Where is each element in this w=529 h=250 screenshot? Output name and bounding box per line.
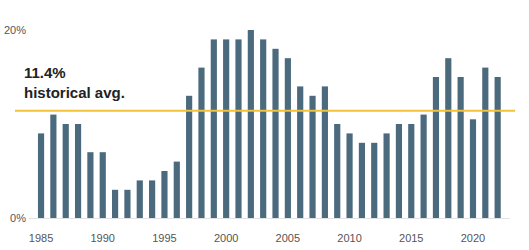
annotation-text: historical avg. xyxy=(24,84,125,101)
bar xyxy=(124,190,130,218)
x-tick-label: 2015 xyxy=(399,232,423,244)
bar xyxy=(445,58,451,218)
bar xyxy=(260,39,266,218)
bar xyxy=(112,190,118,218)
bar xyxy=(371,143,377,218)
bar xyxy=(334,124,340,218)
bar xyxy=(396,124,402,218)
bar xyxy=(384,133,390,218)
bar xyxy=(211,39,217,218)
bar xyxy=(433,77,439,218)
bar xyxy=(198,68,204,218)
bar xyxy=(100,152,106,218)
bar xyxy=(63,124,69,218)
chart: 11.4% historical avg. 0% 20% 1985 1990 1995 200… xyxy=(0,0,529,250)
bar xyxy=(346,133,352,218)
bar xyxy=(272,49,278,218)
x-tick-label: 2010 xyxy=(337,232,361,244)
bar xyxy=(482,68,488,218)
bar xyxy=(186,96,192,218)
bar xyxy=(248,30,254,218)
bar xyxy=(322,86,328,218)
bar xyxy=(174,162,180,218)
bar xyxy=(470,119,476,218)
x-axis-line xyxy=(29,218,510,219)
x-tick-label: 1990 xyxy=(91,232,115,244)
bar xyxy=(297,86,303,218)
bar xyxy=(149,180,155,218)
y-tick-label: 20% xyxy=(4,24,26,36)
bar xyxy=(223,39,229,218)
bar xyxy=(408,124,414,218)
bar xyxy=(75,124,81,218)
x-tick-label: 2020 xyxy=(461,232,485,244)
bar xyxy=(87,152,93,218)
bar xyxy=(421,115,427,218)
bar xyxy=(359,143,365,218)
x-tick-label: 1985 xyxy=(29,232,53,244)
x-tick-label: 1995 xyxy=(152,232,176,244)
bar xyxy=(495,77,501,218)
x-tick-label: 2000 xyxy=(214,232,238,244)
bars xyxy=(38,30,501,218)
bar xyxy=(137,180,143,218)
bar xyxy=(161,171,167,218)
bar xyxy=(285,58,291,218)
bar xyxy=(235,39,241,218)
bar xyxy=(50,115,56,218)
bar xyxy=(309,96,315,218)
annotation-value: 11.4% xyxy=(24,64,66,81)
bar xyxy=(38,133,44,218)
reference-line xyxy=(15,110,515,112)
x-tick-label: 2005 xyxy=(276,232,300,244)
y-tick-label: 0% xyxy=(10,212,26,224)
bar xyxy=(458,77,464,218)
